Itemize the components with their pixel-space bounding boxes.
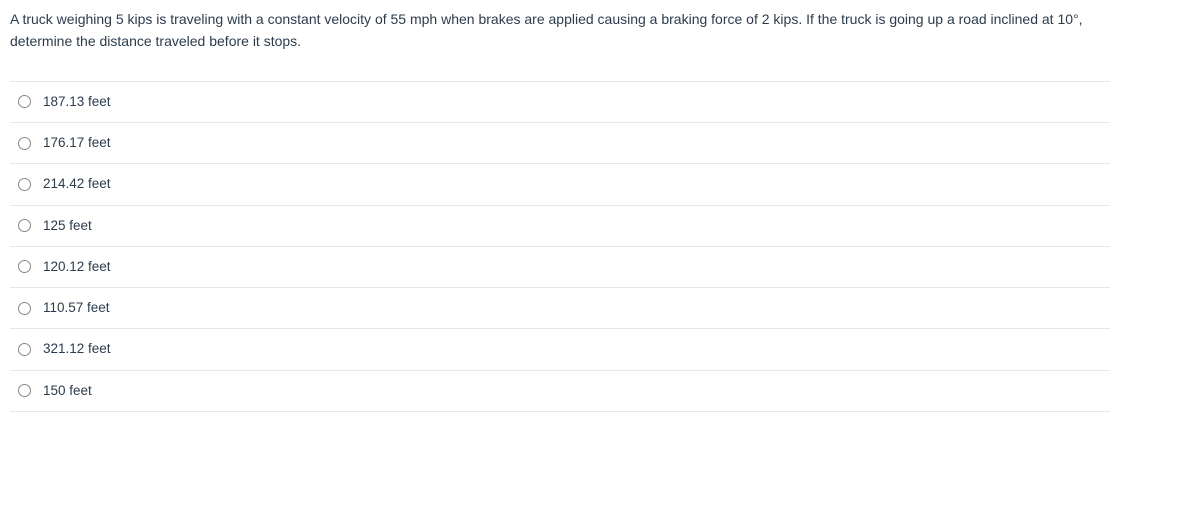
option-label: 110.57 feet — [43, 298, 110, 318]
option-row[interactable]: 321.12 feet — [10, 328, 1110, 369]
radio-icon[interactable] — [18, 219, 31, 232]
radio-icon[interactable] — [18, 384, 31, 397]
option-label: 150 feet — [43, 381, 92, 401]
option-label: 187.13 feet — [43, 92, 111, 112]
options-list: 187.13 feet 176.17 feet 214.42 feet 125 … — [10, 81, 1110, 412]
option-row[interactable]: 214.42 feet — [10, 163, 1110, 204]
option-row[interactable]: 120.12 feet — [10, 246, 1110, 287]
option-label: 214.42 feet — [43, 174, 111, 194]
option-row[interactable]: 110.57 feet — [10, 287, 1110, 328]
question-text: A truck weighing 5 kips is traveling wit… — [10, 8, 1130, 53]
radio-icon[interactable] — [18, 137, 31, 150]
option-row[interactable]: 150 feet — [10, 370, 1110, 412]
option-row[interactable]: 187.13 feet — [10, 81, 1110, 122]
radio-icon[interactable] — [18, 343, 31, 356]
radio-icon[interactable] — [18, 260, 31, 273]
option-row[interactable]: 125 feet — [10, 205, 1110, 246]
radio-icon[interactable] — [18, 302, 31, 315]
radio-icon[interactable] — [18, 95, 31, 108]
option-label: 125 feet — [43, 216, 92, 236]
option-label: 176.17 feet — [43, 133, 111, 153]
radio-icon[interactable] — [18, 178, 31, 191]
option-label: 321.12 feet — [43, 339, 111, 359]
option-row[interactable]: 176.17 feet — [10, 122, 1110, 163]
option-label: 120.12 feet — [43, 257, 111, 277]
